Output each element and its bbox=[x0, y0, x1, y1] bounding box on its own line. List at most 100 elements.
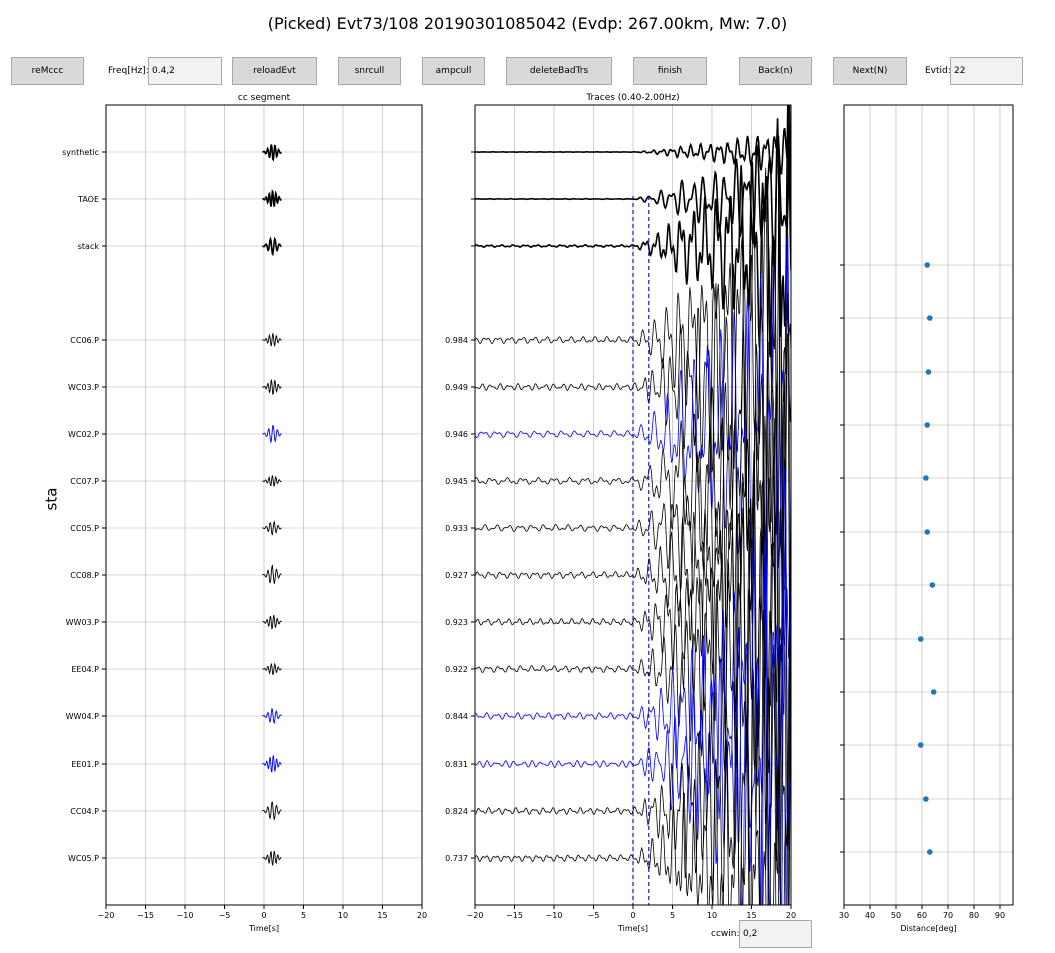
cc-segment-trace bbox=[262, 662, 282, 676]
traces-cc-value: 0.844 bbox=[445, 712, 468, 721]
ccwin-input[interactable]: 0,2 bbox=[739, 920, 812, 948]
traces-cc-value: 0.933 bbox=[445, 524, 468, 533]
freq-label: Freq[Hz]: bbox=[108, 66, 149, 76]
evtid-input[interactable]: 22 bbox=[950, 57, 1023, 85]
traces-xtick-label: −10 bbox=[546, 911, 563, 920]
cc-segment-station-label: CC05.P bbox=[70, 524, 99, 533]
cc-segment-trace bbox=[262, 520, 282, 536]
traces-cc-value: 0.949 bbox=[445, 383, 468, 392]
traces-xtick-label: −15 bbox=[506, 911, 523, 920]
traces-cc-value: 0.737 bbox=[445, 854, 468, 863]
distance-xlabel: Distance[deg] bbox=[900, 924, 956, 933]
distance-axes bbox=[843, 104, 1014, 906]
distance-xtick-label: 60 bbox=[917, 911, 927, 920]
traces-cc-value: 0.831 bbox=[445, 760, 468, 769]
distance-point bbox=[924, 422, 930, 428]
traces-xlabel: Time[s] bbox=[617, 924, 648, 933]
traces-cc-value: 0.824 bbox=[445, 807, 468, 816]
distance-xtick-label: 80 bbox=[969, 911, 979, 920]
distance-point bbox=[927, 315, 933, 321]
cc-segment-station-label: synthetic bbox=[62, 148, 99, 157]
cc-segment-xtick-label: −10 bbox=[177, 911, 194, 920]
cc-segment-station-label: TAOE bbox=[77, 195, 99, 204]
cc-segment-xtick-label: 5 bbox=[301, 911, 306, 920]
finish-button[interactable]: finish bbox=[633, 57, 707, 85]
distance-xtick-label: 30 bbox=[839, 911, 849, 920]
remccc-button[interactable]: reMccc bbox=[11, 57, 84, 85]
distance-xtick-label: 70 bbox=[943, 911, 953, 920]
traces-axes bbox=[474, 104, 792, 906]
cc-segment-xtick-label: −15 bbox=[137, 911, 154, 920]
distance-point bbox=[924, 529, 930, 535]
cc-segment-xlabel: Time[s] bbox=[248, 924, 279, 933]
cc-segment-trace bbox=[262, 615, 282, 630]
evtid-label: Evtid: bbox=[925, 66, 951, 76]
traces-cc-value: 0.946 bbox=[445, 430, 468, 439]
traces-cc-value: 0.922 bbox=[445, 665, 468, 674]
distance-point bbox=[929, 582, 936, 588]
cc-segment-station-label: EE04.P bbox=[71, 665, 99, 674]
cc-segment-station-label: WW03.P bbox=[66, 618, 100, 627]
cc-segment-xtick-label: 20 bbox=[417, 911, 427, 920]
distance-xtick-label: 50 bbox=[891, 911, 901, 920]
distance-point bbox=[917, 636, 924, 642]
traces-xtick-label: 10 bbox=[707, 911, 717, 920]
next-button[interactable]: Next(N) bbox=[833, 57, 907, 85]
traces-cc-value: 0.927 bbox=[445, 571, 468, 580]
cc-segment-title: cc segment bbox=[238, 93, 291, 103]
traces-title: Traces (0.40-2.00Hz) bbox=[585, 93, 679, 103]
distance-point bbox=[923, 796, 929, 802]
traces-cc-value: 0.945 bbox=[445, 477, 468, 486]
cc-segment-station-label: CC06.P bbox=[70, 336, 99, 345]
cc-segment-trace bbox=[262, 379, 282, 396]
distance-xtick-label: 40 bbox=[865, 911, 875, 920]
cc-segment-trace bbox=[262, 236, 282, 257]
traces-waveform bbox=[475, 457, 791, 905]
distance-point bbox=[923, 475, 929, 481]
distance-point bbox=[927, 849, 933, 855]
cc-segment-station-label: CC07.P bbox=[70, 477, 99, 486]
traces-xtick-label: 5 bbox=[670, 911, 675, 920]
cc-segment-xtick-label: 15 bbox=[377, 911, 387, 920]
cc-segment-trace bbox=[262, 707, 282, 725]
traces-xtick-label: 15 bbox=[746, 911, 756, 920]
traces-xtick-label: −5 bbox=[588, 911, 600, 920]
cc-segment-trace bbox=[262, 850, 282, 866]
cc-segment-station-label: CC04.P bbox=[70, 807, 99, 816]
cc-segment-station-label: CC08.P bbox=[70, 571, 99, 580]
ampcull-button[interactable]: ampcull bbox=[422, 57, 485, 85]
cc-segment-trace bbox=[262, 564, 282, 584]
reloadevt-button[interactable]: reloadEvt bbox=[232, 57, 317, 85]
cc-segment-trace bbox=[262, 424, 282, 444]
snrcull-button[interactable]: snrcull bbox=[338, 57, 401, 85]
distance-point bbox=[924, 262, 930, 268]
cc-segment-station-label: EE01.P bbox=[71, 760, 99, 769]
cc-segment-station-label: WC05.P bbox=[68, 854, 99, 863]
distance-point bbox=[917, 742, 924, 748]
cc-segment-station-label: stack bbox=[78, 242, 100, 251]
cc-segment-trace bbox=[262, 801, 282, 820]
cc-segment-station-label: WC03.P bbox=[68, 383, 99, 392]
freq-input[interactable]: 0.4,2 bbox=[148, 57, 222, 85]
cc-segment-trace bbox=[262, 189, 283, 207]
cc-segment-station-label: WC02.P bbox=[68, 430, 99, 439]
cc-segment-trace bbox=[262, 475, 282, 487]
figure-title: (Picked) Evt73/108 20190301085042 (Evdp:… bbox=[267, 14, 788, 33]
cc-segment-axes bbox=[105, 104, 423, 906]
cc-segment-trace bbox=[262, 755, 282, 773]
distance-point bbox=[925, 369, 932, 375]
back-button[interactable]: Back(n) bbox=[739, 57, 812, 85]
traces-xtick-label: 20 bbox=[786, 911, 796, 920]
traces-xtick-label: 0 bbox=[630, 911, 635, 920]
deletebadtrs-button[interactable]: deleteBadTrs bbox=[506, 57, 612, 85]
cc-segment-trace bbox=[262, 333, 282, 348]
cc-segment-xtick-label: −20 bbox=[98, 911, 115, 920]
distance-xtick-label: 90 bbox=[995, 911, 1005, 920]
traces-cc-value: 0.984 bbox=[445, 336, 468, 345]
traces-xtick-label: −20 bbox=[467, 911, 484, 920]
distance-point bbox=[930, 689, 937, 695]
cc-segment-xtick-label: 10 bbox=[338, 911, 348, 920]
cc-segment-station-label: WW04.P bbox=[66, 712, 100, 721]
cc-segment-xtick-label: −5 bbox=[219, 911, 231, 920]
